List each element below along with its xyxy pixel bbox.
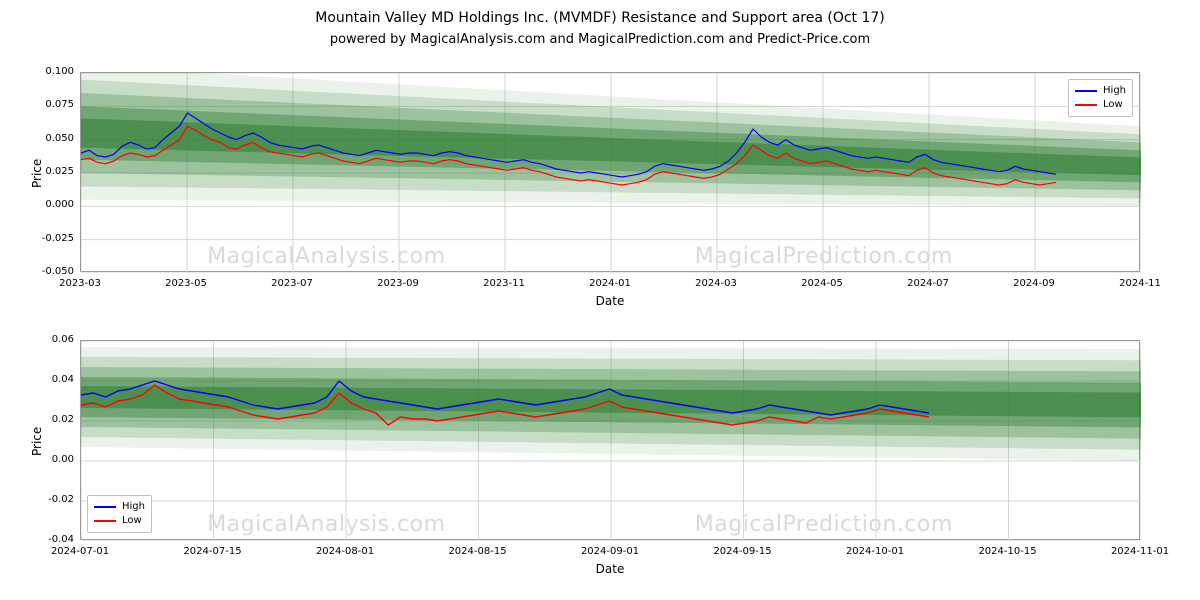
chart-title: Mountain Valley MD Holdings Inc. (MVMDF)… [0, 10, 1200, 26]
y-tick-label: -0.025 [42, 233, 74, 244]
x-tick-label: 2024-07-15 [183, 546, 243, 557]
x-tick-label: 2024-09 [1004, 278, 1064, 289]
legend-swatch-high [94, 506, 116, 508]
legend-item-low: Low [94, 514, 145, 528]
y-axis-label: Price [30, 427, 44, 456]
x-tick-label: 2024-11 [1110, 278, 1170, 289]
legend-item-low: Low [1075, 98, 1126, 112]
chart-panel-top: HighLow [80, 72, 1140, 272]
x-tick-label: 2024-03 [686, 278, 746, 289]
chart-panel-bottom: HighLow [80, 340, 1140, 540]
legend: HighLow [1068, 79, 1133, 117]
chart-subtitle: powered by MagicalAnalysis.com and Magic… [0, 32, 1200, 47]
legend-swatch-low [1075, 104, 1097, 106]
x-tick-label: 2024-07-01 [50, 546, 110, 557]
plot-area [81, 341, 1141, 541]
y-tick-label: 0.04 [52, 374, 74, 385]
y-tick-label: 0.050 [45, 133, 74, 144]
y-tick-label: 0.100 [45, 66, 74, 77]
y-tick-label: 0.06 [52, 334, 74, 345]
x-tick-label: 2023-11 [474, 278, 534, 289]
legend-label-low: Low [122, 514, 142, 528]
x-tick-label: 2024-11-01 [1110, 546, 1170, 557]
y-tick-label: -0.02 [48, 494, 74, 505]
y-axis-label: Price [30, 159, 44, 188]
x-tick-label: 2024-01 [580, 278, 640, 289]
x-tick-label: 2024-10-01 [845, 546, 905, 557]
figure: Mountain Valley MD Holdings Inc. (MVMDF)… [0, 0, 1200, 600]
y-tick-label: 0.075 [45, 99, 74, 110]
legend-label-high: High [122, 500, 145, 514]
legend-item-high: High [1075, 84, 1126, 98]
y-tick-label: 0.025 [45, 166, 74, 177]
x-axis-label-top: Date [80, 294, 1140, 308]
x-tick-label: 2024-05 [792, 278, 852, 289]
legend-item-high: High [94, 500, 145, 514]
legend-label-low: Low [1103, 98, 1123, 112]
x-axis-label-bottom: Date [80, 562, 1140, 576]
x-tick-label: 2023-09 [368, 278, 428, 289]
y-tick-label: 0.00 [52, 454, 74, 465]
x-tick-label: 2024-09-15 [713, 546, 773, 557]
x-tick-label: 2024-08-15 [448, 546, 508, 557]
x-tick-label: 2023-03 [50, 278, 110, 289]
y-tick-label: 0.000 [45, 199, 74, 210]
x-tick-label: 2024-07 [898, 278, 958, 289]
legend-label-high: High [1103, 84, 1126, 98]
x-tick-label: 2024-10-15 [978, 546, 1038, 557]
x-tick-label: 2023-07 [262, 278, 322, 289]
y-tick-label: -0.04 [48, 534, 74, 545]
x-tick-label: 2024-08-01 [315, 546, 375, 557]
y-tick-label: 0.02 [52, 414, 74, 425]
y-tick-label: -0.050 [42, 266, 74, 277]
plot-area [81, 73, 1141, 273]
legend-swatch-low [94, 520, 116, 522]
x-tick-label: 2023-05 [156, 278, 216, 289]
x-tick-label: 2024-09-01 [580, 546, 640, 557]
legend-swatch-high [1075, 90, 1097, 92]
legend: HighLow [87, 495, 152, 533]
